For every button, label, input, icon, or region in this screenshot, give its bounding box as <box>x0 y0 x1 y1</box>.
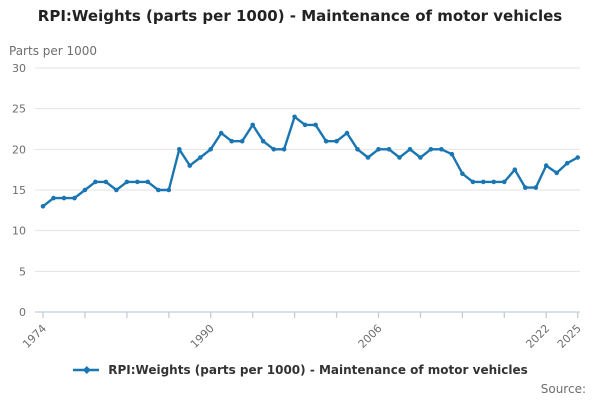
y-axis-tick-labels: 0 5 10 15 20 25 30 <box>12 62 26 319</box>
svg-text:30: 30 <box>12 62 26 75</box>
x-axis-tick-labels: 1974 1990 2006 2022 2025 <box>20 322 584 351</box>
svg-text:2006: 2006 <box>356 322 385 351</box>
svg-text:15: 15 <box>12 184 26 197</box>
data-points[interactable] <box>40 114 580 209</box>
page-title: RPI:Weights (parts per 1000) - Maintenan… <box>37 7 563 25</box>
y-axis-unit-label: Parts per 1000 <box>9 44 98 58</box>
data-line[interactable] <box>41 115 579 208</box>
svg-text:25: 25 <box>12 103 26 116</box>
svg-text:0: 0 <box>19 306 26 319</box>
svg-text:20: 20 <box>12 143 26 156</box>
svg-text:1974: 1974 <box>20 322 49 351</box>
y-gridlines <box>35 67 580 272</box>
source-attribution: Source: <box>540 382 586 396</box>
svg-text:2022: 2022 <box>523 322 552 351</box>
x-axis <box>35 311 580 318</box>
legend-series-label: RPI:Weights (parts per 1000) - Maintenan… <box>108 363 528 377</box>
svg-text:10: 10 <box>12 225 26 238</box>
legend-line-marker-icon <box>73 366 100 374</box>
svg-text:5: 5 <box>19 265 26 278</box>
svg-text:1990: 1990 <box>188 322 217 351</box>
legend[interactable]: RPI:Weights (parts per 1000) - Maintenan… <box>0 363 600 377</box>
svg-text:2025: 2025 <box>555 322 584 351</box>
